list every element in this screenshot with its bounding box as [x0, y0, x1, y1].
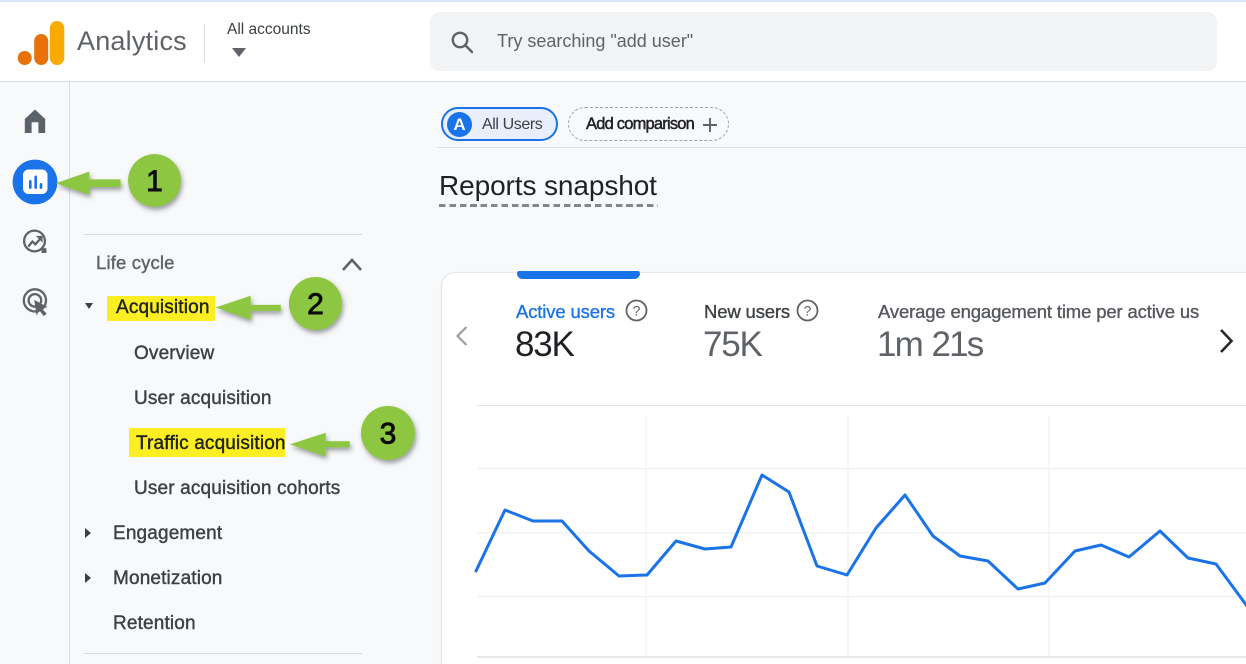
svg-text:?: ?: [804, 303, 812, 319]
svg-text:?: ?: [633, 303, 641, 319]
